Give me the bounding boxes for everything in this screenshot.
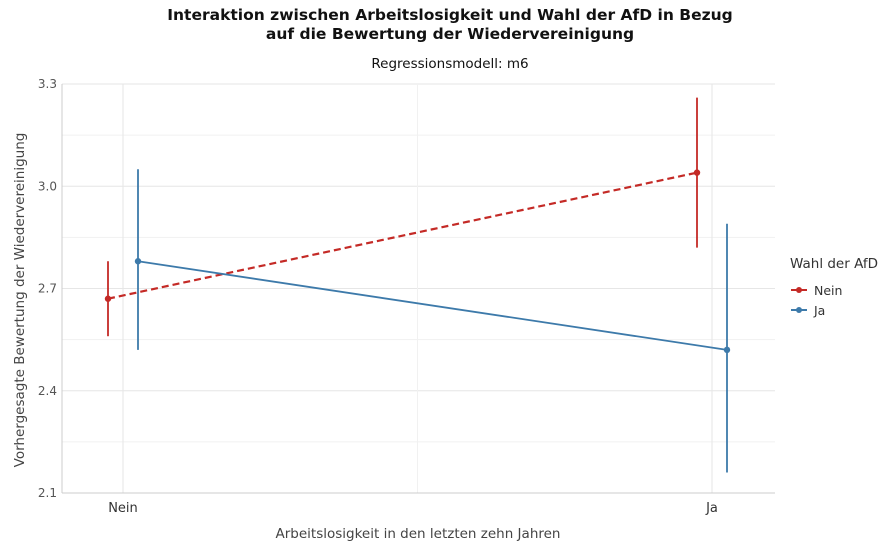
legend-key-ja: [790, 304, 808, 316]
x-tick-label: Nein: [108, 501, 138, 516]
x-tick-labels: Nein Ja: [108, 501, 718, 516]
y-axis-label: Vorhergesagte Bewertung der Wiederverein…: [12, 133, 28, 468]
y-tick-label: 3.0: [38, 179, 57, 193]
data-point-nein: [104, 295, 112, 302]
data-series: [104, 97, 731, 473]
x-tick-label: Ja: [705, 501, 718, 516]
data-point-nein: [693, 169, 701, 176]
y-tick-label: 2.4: [38, 384, 57, 398]
y-tick-label: 2.1: [38, 486, 57, 500]
legend-label-ja: Ja: [814, 302, 826, 318]
gridlines: [62, 83, 775, 494]
legend: Wahl der AfD Nein Ja: [790, 256, 878, 320]
legend-key-nein: [790, 284, 808, 296]
legend-item-nein: Nein: [790, 280, 878, 300]
chart-subtitle: Regressionsmodell: m6: [371, 56, 529, 72]
series-line-ja: [137, 260, 728, 351]
chart-title-line-1: Interaktion zwischen Arbeitslosigkeit un…: [167, 6, 733, 24]
chart-title-line-2: auf die Bewertung der Wiedervereinigung: [265, 25, 635, 43]
y-tick-label: 3.3: [38, 77, 57, 91]
data-point-ja: [723, 346, 731, 354]
chart-title: Interaktion zwischen Arbeitslosigkeit un…: [130, 6, 770, 44]
legend-item-ja: Ja: [790, 300, 878, 320]
y-tick-labels: 2.1 2.4 2.7 3.0 3.3: [38, 77, 57, 500]
legend-label-nein: Nein: [814, 282, 843, 298]
x-axis-label: Arbeitslosigkeit in den letzten zehn Jah…: [275, 526, 560, 542]
legend-title: Wahl der AfD: [790, 256, 878, 272]
y-tick-label: 2.7: [38, 282, 57, 296]
series-line-nein: [107, 171, 698, 300]
data-point-ja: [134, 258, 142, 265]
